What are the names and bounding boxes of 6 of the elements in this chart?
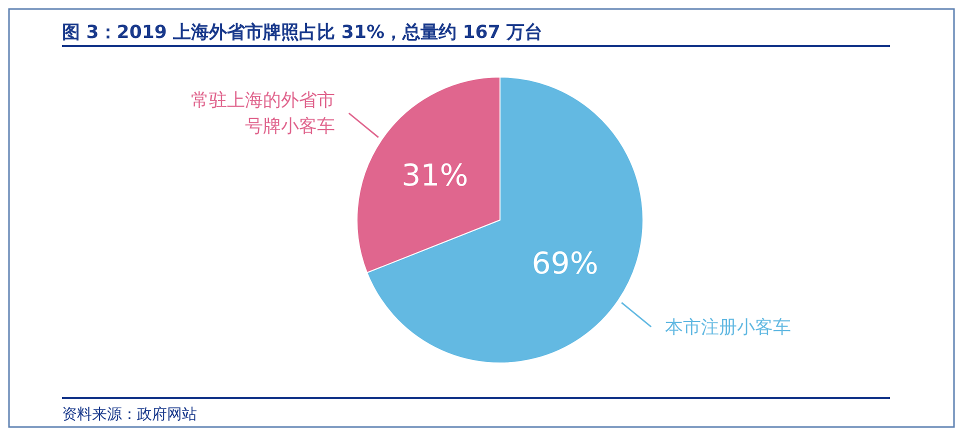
data-label: 69% (532, 246, 598, 282)
data-label: 31% (402, 158, 468, 194)
slice-label: 常驻上海的外省市号牌小客车 (190, 90, 335, 137)
text: 资料来源：政府网站 (62, 405, 197, 423)
chart-title: 图 3：2019 上海外省市牌照占比 31%，总量约 167 万台 (62, 22, 543, 43)
slice-label: 本市注册小客车 (665, 316, 792, 338)
